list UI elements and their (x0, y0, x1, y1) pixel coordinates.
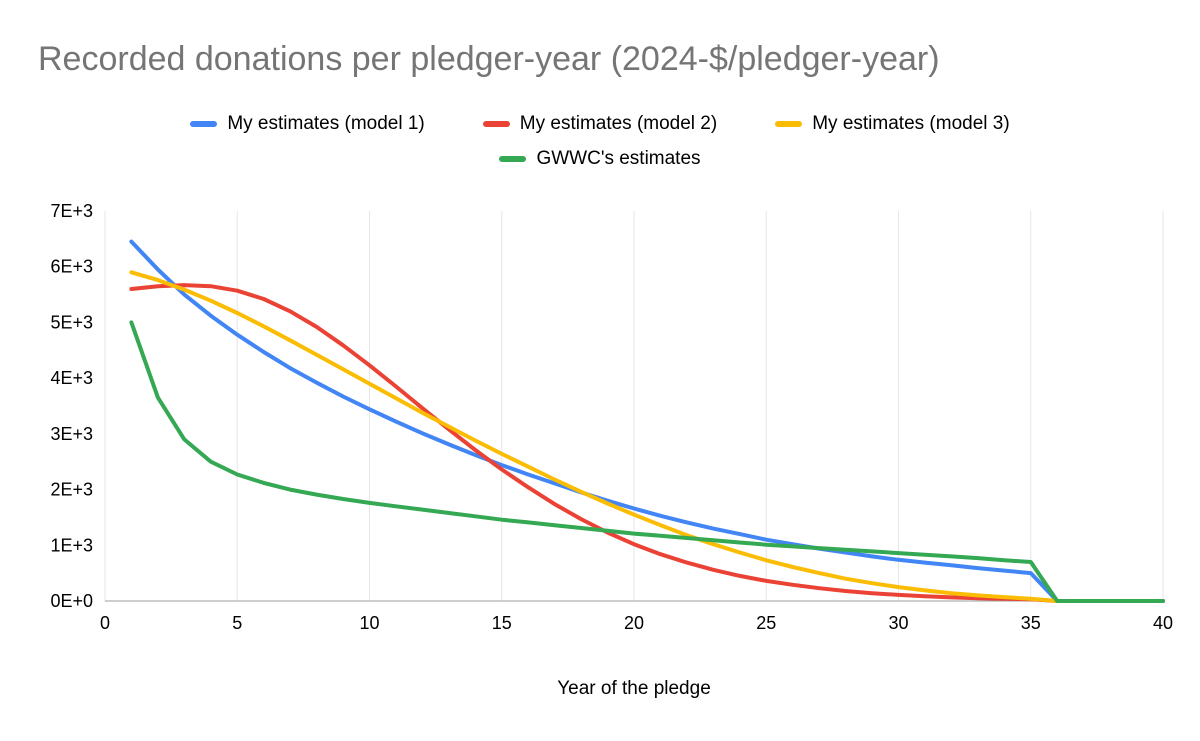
legend-label: My estimates (model 2) (519, 112, 718, 134)
legend-swatch (499, 155, 527, 162)
y-tick-label-3: 3E+3 (50, 424, 93, 444)
x-tick-label-30: 30 (888, 613, 908, 633)
y-tick-label-0: 0E+0 (50, 591, 93, 611)
y-tick-label-6: 6E+3 (50, 257, 93, 277)
series-line-2 (129, 283, 1165, 603)
series-line-4 (129, 320, 1165, 603)
x-tick-label-40: 40 (1153, 613, 1173, 633)
y-tick-label-5: 5E+3 (50, 312, 93, 332)
chart-canvas: 0 5 10 15 20 25 30 35 40 0E+0 1E+3 2E+3 3E+3 4E+3 5E+3… (50, 201, 1173, 633)
chart-title: Recorded donations per pledger-year (202… (38, 40, 940, 78)
legend-item-2: My estimates (model 2) (482, 112, 718, 135)
x-tick-label-35: 35 (1021, 613, 1041, 633)
legend-swatch (482, 120, 510, 127)
legend-label: GWWC's estimates (536, 147, 701, 169)
y-tick-label-4: 4E+3 (50, 368, 93, 388)
x-tick-label-0: 0 (100, 613, 110, 633)
x-tick-label-10: 10 (359, 613, 379, 633)
legend: My estimates (model 1) My estimates (mode… (0, 106, 1200, 176)
series-line-1 (129, 239, 1165, 603)
legend-swatch (190, 120, 218, 127)
legend-label: My estimates (model 1) (227, 112, 425, 134)
y-tick-label-1: 1E+3 (50, 535, 93, 555)
legend-row-1: My estimates (model 1) My estimates (mode… (0, 106, 1200, 141)
legend-swatch (775, 120, 803, 127)
x-tick-label-20: 20 (624, 613, 644, 633)
x-tick-label-15: 15 (492, 613, 512, 633)
x-axis-title: Year of the pledge (557, 678, 711, 699)
legend-item-3: My estimates (model 3) (775, 112, 1010, 135)
legend-item-4: GWWC's estimates (499, 147, 701, 170)
legend-label: My estimates (model 3) (812, 112, 1010, 134)
legend-item-1: My estimates (model 1) (190, 112, 425, 135)
y-tick-label-2: 2E+3 (50, 480, 93, 500)
series-line-3 (129, 270, 1165, 603)
x-tick-label-5: 5 (232, 613, 242, 633)
legend-row-2: GWWC's estimates (0, 141, 1200, 176)
y-tick-label-7: 7E+3 (50, 201, 93, 221)
x-tick-label-25: 25 (756, 613, 776, 633)
